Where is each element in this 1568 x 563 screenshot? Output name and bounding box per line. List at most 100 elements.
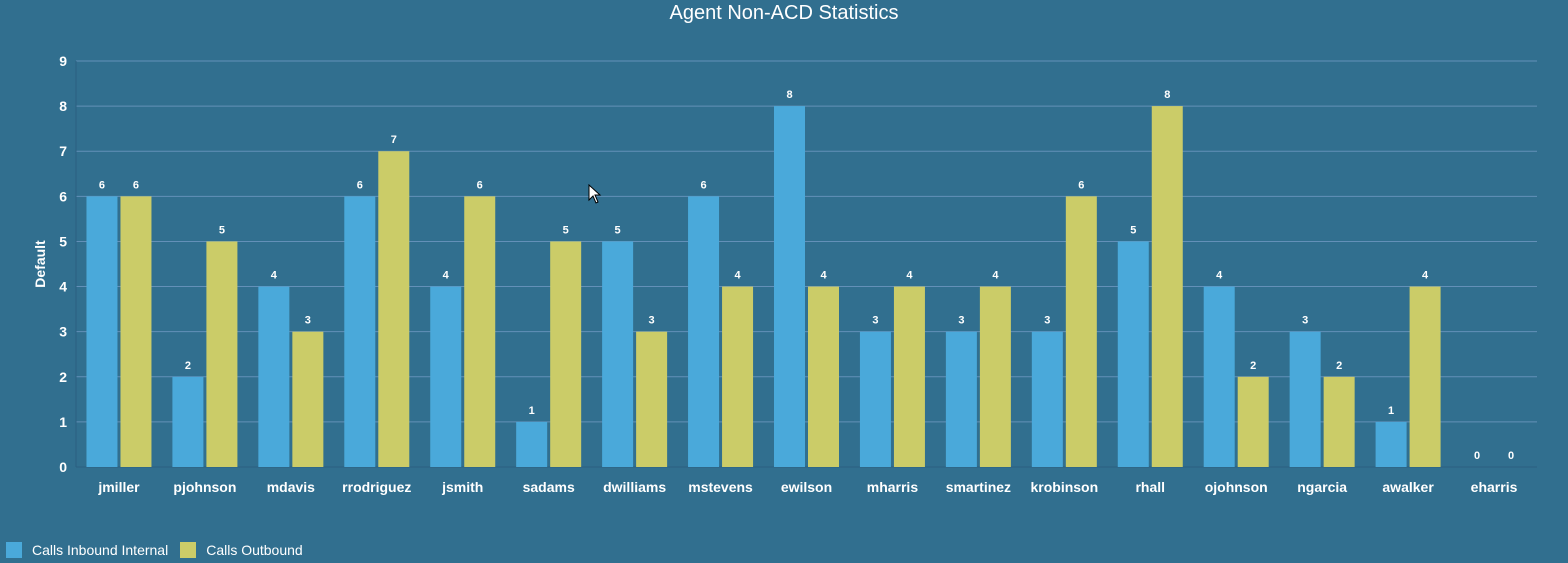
legend-item-outbound[interactable]: Calls Outbound bbox=[180, 542, 303, 558]
bar-inbound-mharris bbox=[859, 331, 891, 467]
bar-inbound-pjohnson bbox=[172, 376, 204, 467]
data-label: 6 bbox=[99, 179, 105, 191]
mouse-cursor-icon bbox=[588, 184, 602, 204]
x-tick-label: ewilson bbox=[781, 479, 832, 495]
data-label: 3 bbox=[649, 315, 655, 327]
x-tick-label: mdavis bbox=[267, 479, 315, 495]
x-tick-label: mstevens bbox=[688, 479, 753, 495]
data-label: 8 bbox=[1164, 89, 1170, 101]
bar-outbound-sadams bbox=[550, 241, 582, 467]
x-tick-label: eharris bbox=[1471, 479, 1518, 495]
legend-swatch-inbound bbox=[6, 542, 22, 558]
bar-inbound-rrodriguez bbox=[344, 196, 376, 468]
data-label: 1 bbox=[529, 405, 535, 417]
data-label: 6 bbox=[700, 179, 706, 191]
y-tick-label: 4 bbox=[59, 279, 67, 295]
data-label: 4 bbox=[992, 270, 999, 282]
x-tick-label: dwilliams bbox=[603, 479, 666, 495]
data-label: 4 bbox=[443, 270, 450, 282]
x-tick-label: ojohnson bbox=[1205, 479, 1268, 495]
bar-outbound-ojohnson bbox=[1237, 376, 1269, 467]
y-tick-label: 0 bbox=[59, 459, 67, 475]
data-label: 2 bbox=[185, 360, 191, 372]
data-label: 4 bbox=[1216, 270, 1223, 282]
legend-swatch-outbound bbox=[180, 542, 197, 558]
legend-item-inbound[interactable]: Calls Inbound Internal bbox=[6, 542, 168, 558]
y-tick-label: 6 bbox=[59, 188, 67, 204]
bar-inbound-ewilson bbox=[774, 106, 805, 467]
bar-outbound-mdavis bbox=[292, 331, 324, 467]
y-tick-label: 3 bbox=[59, 324, 67, 340]
x-tick-label: ngarcia bbox=[1297, 479, 1347, 495]
x-tick-label: mharris bbox=[867, 479, 919, 495]
x-tick-label: rrodriguez bbox=[342, 479, 411, 495]
bar-outbound-rrodriguez bbox=[378, 151, 410, 467]
bar-outbound-ewilson bbox=[808, 286, 839, 467]
data-label: 5 bbox=[219, 224, 225, 236]
data-label: 2 bbox=[1250, 360, 1256, 372]
y-tick-label: 9 bbox=[59, 53, 67, 69]
data-label: 6 bbox=[477, 179, 483, 191]
data-label: 8 bbox=[786, 89, 792, 101]
bar-inbound-ngarcia bbox=[1289, 331, 1321, 467]
data-label: 5 bbox=[615, 224, 621, 236]
data-label: 7 bbox=[391, 134, 397, 146]
bar-outbound-mharris bbox=[893, 286, 925, 467]
bar-inbound-dwilliams bbox=[602, 241, 634, 467]
data-label: 3 bbox=[872, 315, 878, 327]
bar-inbound-sadams bbox=[516, 421, 548, 467]
data-label: 6 bbox=[133, 179, 139, 191]
bar-inbound-mdavis bbox=[258, 286, 290, 467]
data-label: 3 bbox=[958, 315, 964, 327]
bar-outbound-smartinez bbox=[979, 286, 1011, 467]
y-tick-label: 5 bbox=[59, 233, 67, 249]
data-label: 2 bbox=[1336, 360, 1342, 372]
data-label: 4 bbox=[271, 270, 278, 282]
bar-inbound-ojohnson bbox=[1203, 286, 1235, 467]
bar-outbound-awalker bbox=[1409, 286, 1441, 467]
data-label: 1 bbox=[1388, 405, 1394, 417]
legend: Calls Inbound Internal Calls Outbound bbox=[6, 542, 315, 558]
data-label: 3 bbox=[1044, 315, 1050, 327]
x-tick-label: rhall bbox=[1135, 479, 1165, 495]
x-tick-label: smartinez bbox=[946, 479, 1011, 495]
bar-outbound-dwilliams bbox=[636, 331, 668, 467]
x-tick-label: pjohnson bbox=[173, 479, 236, 495]
data-label: 0 bbox=[1474, 450, 1480, 462]
data-label: 4 bbox=[820, 270, 827, 282]
legend-label-inbound: Calls Inbound Internal bbox=[32, 542, 169, 558]
bar-outbound-jsmith bbox=[464, 196, 496, 468]
bar-outbound-ngarcia bbox=[1323, 376, 1355, 467]
chart-title: Agent Non-ACD Statistics bbox=[669, 2, 899, 24]
x-tick-label: jsmith bbox=[441, 479, 483, 495]
data-label: 4 bbox=[1422, 270, 1429, 282]
data-label: 5 bbox=[1130, 224, 1136, 236]
bar-inbound-jmiller bbox=[86, 196, 118, 468]
data-label: 4 bbox=[906, 270, 913, 282]
bar-outbound-krobinson bbox=[1065, 196, 1097, 468]
x-tick-label: jmiller bbox=[97, 479, 140, 495]
x-tick-label: sadams bbox=[523, 479, 575, 495]
bar-inbound-krobinson bbox=[1031, 331, 1063, 467]
data-label: 6 bbox=[357, 179, 363, 191]
bar-outbound-mstevens bbox=[722, 286, 754, 467]
bar-outbound-pjohnson bbox=[206, 241, 238, 467]
y-tick-label: 1 bbox=[59, 414, 67, 430]
bar-inbound-awalker bbox=[1375, 421, 1407, 467]
y-tick-label: 7 bbox=[59, 143, 67, 159]
bar-inbound-mstevens bbox=[688, 196, 720, 468]
data-label: 6 bbox=[1078, 179, 1084, 191]
legend-label-outbound: Calls Outbound bbox=[206, 542, 303, 558]
x-tick-label: krobinson bbox=[1030, 479, 1098, 495]
bar-inbound-jsmith bbox=[430, 286, 462, 467]
bar-inbound-rhall bbox=[1117, 241, 1149, 467]
x-tick-label: awalker bbox=[1382, 479, 1434, 495]
y-tick-label: 2 bbox=[59, 369, 67, 385]
bar-inbound-smartinez bbox=[945, 331, 977, 467]
data-label: 3 bbox=[1302, 315, 1308, 327]
data-label: 0 bbox=[1508, 450, 1514, 462]
bar-outbound-rhall bbox=[1151, 106, 1183, 467]
data-label: 5 bbox=[563, 224, 569, 236]
bar-outbound-jmiller bbox=[120, 196, 152, 468]
